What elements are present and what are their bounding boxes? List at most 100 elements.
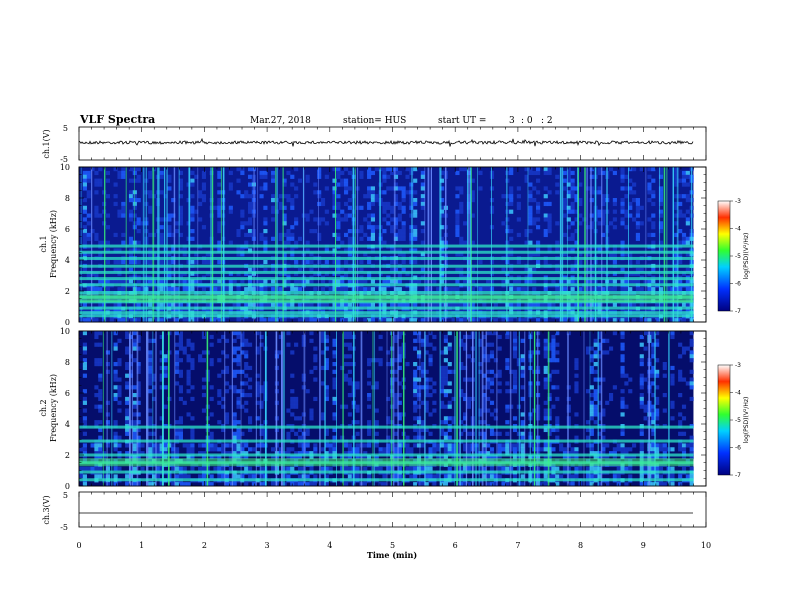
spectrogram-cell [136,338,141,343]
spectrogram-cell [651,178,656,183]
spectrogram-cell [628,201,633,207]
spectrogram-cell [612,331,617,336]
spectrogram-cell [612,451,617,456]
spectrogram-cell [401,260,406,265]
spectrogram-cell [628,205,633,210]
spectrogram-cell [294,260,299,265]
spectrogram-cell [320,338,326,343]
spectrogram-cell [263,236,268,241]
spectrogram-cell [328,443,333,448]
spectrogram-cell [259,431,264,436]
spectrogram-cell [263,186,268,191]
spectrogram-cell [497,447,502,452]
spectrogram-cell [466,334,472,340]
spectrogram-cell [305,217,310,222]
spectrogram-cell [82,455,87,460]
spectrogram-cell [551,466,556,471]
spectrogram-cell [367,455,372,460]
spectrogram-cell [647,232,652,238]
spectrogram-cell [386,318,391,323]
spectrogram-cell [267,302,272,307]
spectrogram-cell [459,318,464,323]
spectrogram-cell [658,221,664,226]
spectrogram-cell [566,167,571,172]
spectrogram-cell [159,190,164,195]
spectrogram-cell [259,466,264,471]
spectrogram-cell [324,396,329,402]
spectrogram-cell [136,393,141,398]
spectrogram-cell [328,279,333,284]
spectrogram-cell [378,447,383,452]
spectrogram-cell [416,279,422,284]
spectrogram-cell [343,331,349,336]
spectrogram-cell [340,217,345,222]
spectrogram-cell [367,318,372,323]
spectrogram-cell [159,302,164,307]
spectrogram-cell [94,342,99,347]
spectrogram-cell [367,396,372,402]
spectrogram-cell [639,167,644,172]
spectrogram-cell [413,381,418,386]
spectrogram-cell [397,451,402,456]
spectrogram-cell [125,431,130,436]
spectrogram-cell [424,400,429,405]
spectrogram-cell [271,174,276,179]
spectrogram-cell [455,194,460,199]
spectrogram-cell [413,318,418,323]
spectrogram-cell [240,389,245,394]
spectrogram-cell [413,443,418,448]
spectrogram-cell [309,252,314,257]
spectrogram-cell [439,267,445,272]
spectrogram-cell [624,186,629,191]
spectrogram-cell [566,182,571,187]
spectrogram-cell [79,474,84,479]
spectrogram-cell [232,302,237,307]
spectrogram-cell [178,194,183,199]
spectrogram-cell [574,229,579,234]
spectrogram-cell [282,318,287,323]
spectrogram-cell [562,287,568,292]
spectrogram-cell [286,170,291,176]
spectrogram-cell [175,350,180,355]
spectrogram-cell [132,302,137,307]
spectrogram-cell [439,385,445,390]
spectrogram-cell [198,466,203,471]
spectrogram-cell [190,213,195,218]
spectrogram-cell [551,358,556,363]
spectrogram-cell [390,267,395,272]
spectrogram-cell [597,346,602,351]
spectrogram-cell [601,217,606,222]
spectrogram-cell [393,400,399,405]
spectrogram-cell [547,248,552,253]
spectrogram-cell [163,279,168,284]
spectrogram-cell [363,287,368,292]
spectrogram-cell [367,221,372,226]
spectrogram-cell [478,408,483,413]
spectrogram-cell [317,318,322,323]
spectrogram-cell [566,205,571,210]
spectrogram-cell [128,209,134,214]
spectrogram-cell [597,342,602,347]
spectrogram-cell [224,287,230,292]
spectrogram-cell [566,170,571,176]
spectrogram-cell [332,381,337,386]
spectrogram-cell [409,466,414,471]
spectrogram-cell [493,474,498,479]
spectrogram-cell [263,170,268,176]
spectrogram-cell [105,350,111,355]
spectrogram-cell [455,267,460,272]
spectrogram-cell [367,186,372,191]
spectrogram-cell [620,267,625,272]
spectrogram-cell [413,209,418,214]
spectrogram-cell [82,267,87,272]
spectrogram-cell [140,451,145,456]
spectrogram-cell [324,248,329,253]
spectrogram-cell [413,225,418,230]
spectrogram-cell [190,178,195,183]
spectrogram-cell [589,431,594,436]
spectrogram-cell [171,302,176,307]
spectrogram-cell [443,455,448,460]
spectrogram-cell [574,198,579,203]
spectrogram-cell [639,427,644,433]
spectrogram-cell [555,267,560,272]
